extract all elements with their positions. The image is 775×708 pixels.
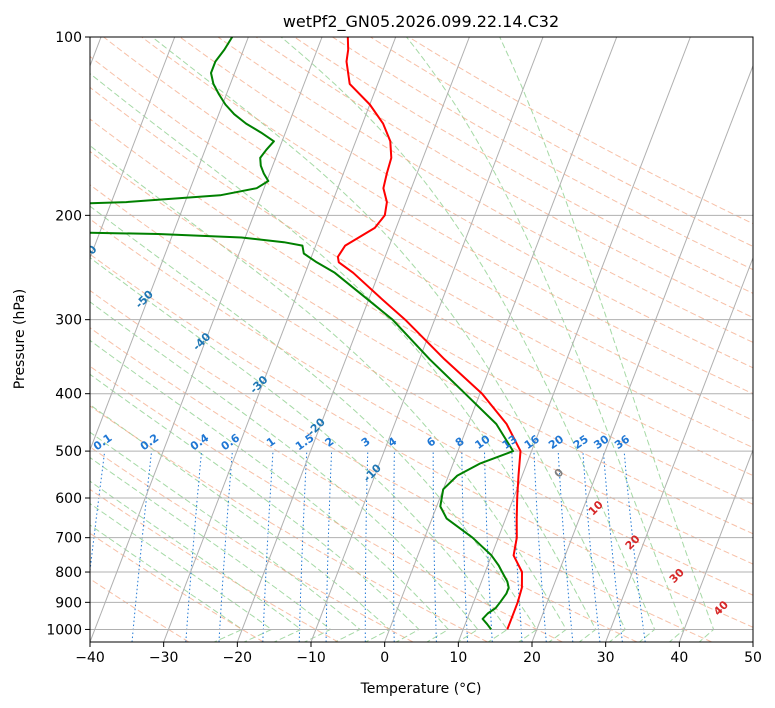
moist-adiabat-12 xyxy=(90,301,479,642)
dry-adiabat-80 xyxy=(90,150,753,535)
x-axis: −40 −30 −20 −10 0 10 20 30 40 50 xyxy=(75,642,762,666)
y-tick-label: 600 xyxy=(55,491,82,507)
x-tick-label: 10 xyxy=(449,650,467,666)
isotherm-0 xyxy=(384,37,618,642)
dry-adiabat--20 xyxy=(90,532,264,642)
y-tick-label: 700 xyxy=(55,531,82,547)
y-axis: 100 200 300 400 500 600 700 800 900 1000 xyxy=(46,30,90,638)
moist-adiabat-32 xyxy=(151,37,626,642)
y-tick-label: 500 xyxy=(55,444,82,460)
dry-adiabat-190 xyxy=(370,37,753,247)
moist-adiabat--20 xyxy=(90,524,244,642)
dry-adiabat-50 xyxy=(90,253,753,628)
dry-adiabat-110 xyxy=(90,55,753,449)
y-tick-label: 1000 xyxy=(46,622,82,638)
x-tick-label: −20 xyxy=(223,650,253,666)
y-tick-label: 900 xyxy=(55,595,82,611)
mixing-ratio-lines xyxy=(90,451,646,642)
moist-adiabat--16 xyxy=(90,502,273,642)
isotherm--30 xyxy=(163,37,397,642)
moist-adiabat-36 xyxy=(280,37,656,642)
moist-adiabat-16 xyxy=(90,257,509,642)
y-tick-label: 300 xyxy=(55,313,82,329)
isotherm--60 xyxy=(90,37,176,260)
x-tick-label: −30 xyxy=(149,650,179,666)
x-tick-label: 0 xyxy=(380,650,389,666)
moist-adiabat-8 xyxy=(90,339,450,642)
isotherm--10 xyxy=(310,37,544,642)
dewpoint-profile xyxy=(90,37,515,630)
dry-adiabat-30 xyxy=(90,327,638,642)
isotherm--20 xyxy=(236,37,470,642)
dry-adiabat-20 xyxy=(90,365,563,642)
sounding-profiles xyxy=(90,37,523,630)
isotherm-30 xyxy=(605,256,753,642)
isotherm-10 xyxy=(457,37,691,642)
dry-adiabat-40 xyxy=(90,289,712,642)
y-tick-label: 100 xyxy=(55,30,82,46)
dry-adiabat-70 xyxy=(90,184,753,565)
mixing-ratio-line-16 xyxy=(602,451,623,642)
y-tick-label: 200 xyxy=(55,208,82,224)
x-axis-title: Temperature (°C) xyxy=(360,681,482,697)
y-tick-label: 400 xyxy=(55,387,82,403)
dry-adiabat-130 xyxy=(141,37,753,395)
moist-adiabat-28 xyxy=(90,72,597,642)
isotherm-label: -60 xyxy=(76,242,99,265)
moist-adiabat--4 xyxy=(90,431,361,642)
moist-adiabat-lines xyxy=(90,37,715,642)
dry-adiabat-180 xyxy=(332,37,753,271)
x-tick-label: −10 xyxy=(296,650,326,666)
mixing-ratio-line-0 xyxy=(90,451,106,575)
moist-adiabat-0 xyxy=(90,404,391,642)
isotherm--50 xyxy=(90,37,249,452)
x-tick-label: 30 xyxy=(597,650,615,666)
dry-adiabat-120 xyxy=(103,37,753,421)
moist-adiabat--8 xyxy=(90,456,332,642)
x-tick-label: 20 xyxy=(523,650,541,666)
isotherm-40 xyxy=(678,448,753,642)
dry-adiabat-100 xyxy=(90,86,753,477)
moist-adiabat-44 xyxy=(499,37,715,642)
isotherm--40 xyxy=(90,37,323,642)
x-tick-label: 40 xyxy=(670,650,688,666)
mixing-ratio-line-17 xyxy=(623,451,646,642)
x-tick-label: 50 xyxy=(744,650,762,666)
isobar-grid-lines xyxy=(90,37,753,630)
x-tick-label: −40 xyxy=(75,650,105,666)
dry-adiabat-140 xyxy=(179,37,753,369)
isotherm-20 xyxy=(531,64,753,642)
dry-adiabat-10 xyxy=(90,405,488,642)
temperature-profile xyxy=(336,37,523,630)
y-axis-title: Pressure (hPa) xyxy=(12,289,28,389)
skewed-isotherm-lines xyxy=(90,37,753,642)
dry-adiabat-150 xyxy=(217,37,753,343)
dry-adiabat-160 xyxy=(255,37,753,319)
moist-adiabat-40 xyxy=(406,37,685,642)
chart-title: wetPf2_GN05.2026.099.22.14.C32 xyxy=(283,12,559,32)
dry-adiabat-200 xyxy=(408,37,753,225)
moist-adiabat-24 xyxy=(90,145,567,642)
dry-adiabat-60 xyxy=(90,218,753,596)
plot-frame xyxy=(89,36,754,643)
y-tick-label: 800 xyxy=(55,565,82,581)
